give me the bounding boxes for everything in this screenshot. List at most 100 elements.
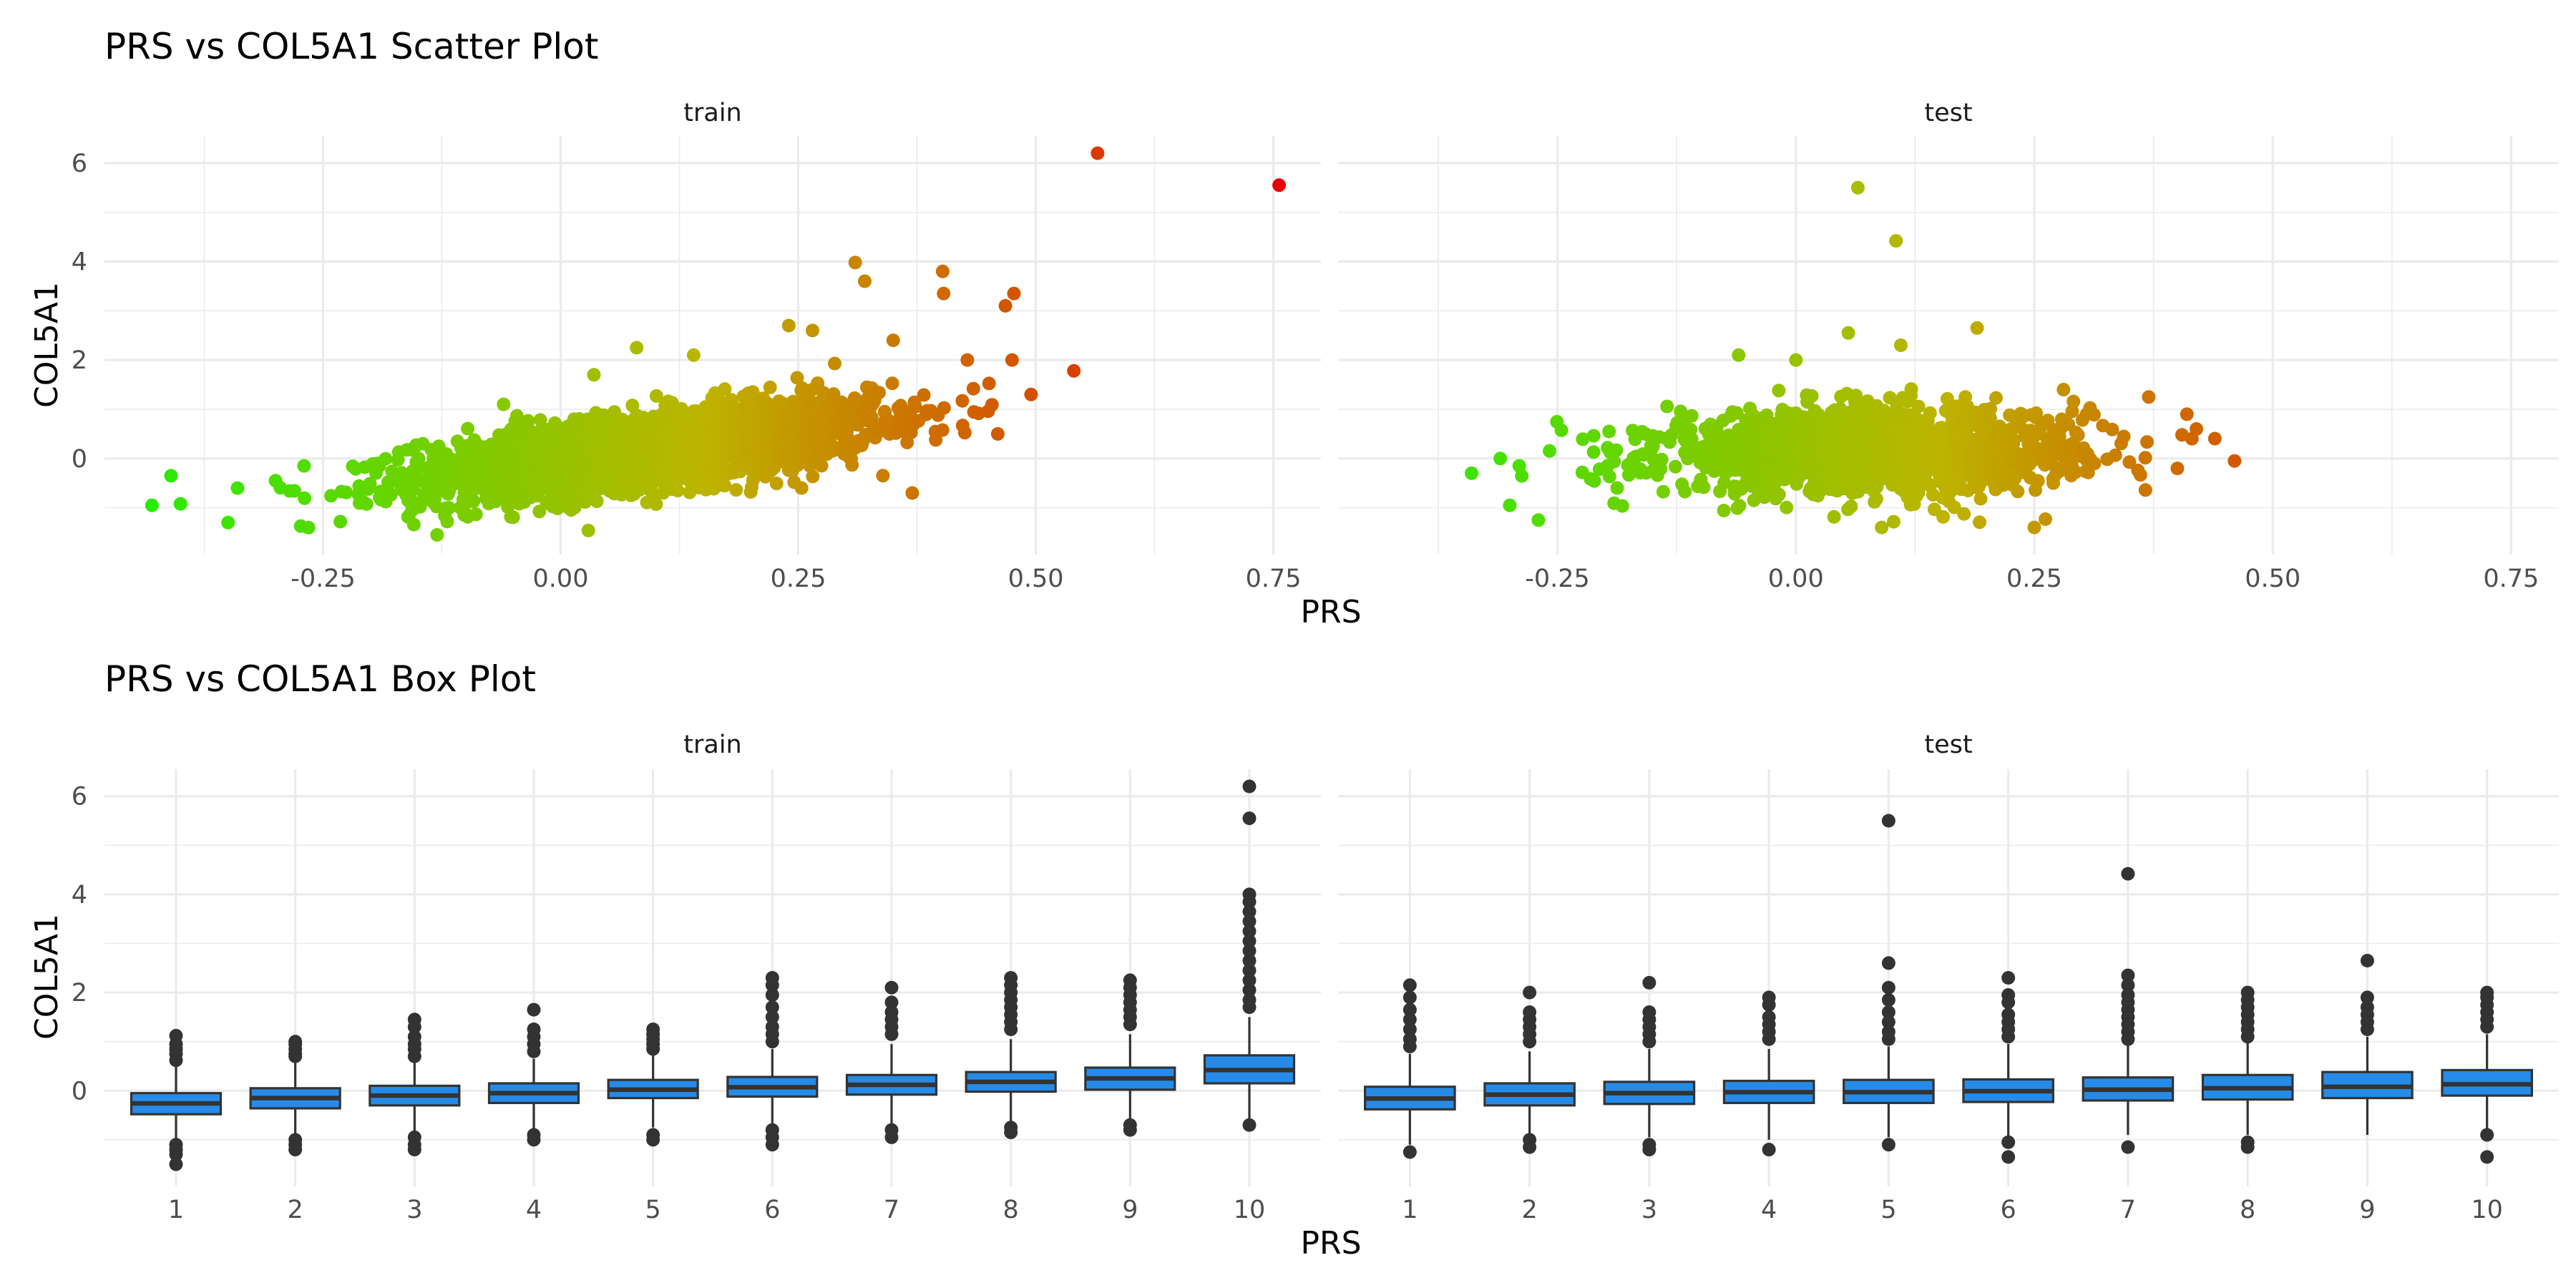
scatter-point <box>461 421 475 436</box>
box-outlier <box>2001 1030 2016 1044</box>
box-outlier <box>1242 811 1257 826</box>
scatter-point <box>1875 520 1889 535</box>
scatter-point <box>469 507 483 522</box>
scatter-point <box>509 409 524 423</box>
scatter-chart: PRS vs COL5A1 Scatter Plot train test -0… <box>29 26 2559 630</box>
x-tick-label: 0.25 <box>771 565 826 593</box>
scatter-point <box>966 381 980 396</box>
scatter-point <box>1772 384 1786 398</box>
box-outlier <box>2240 1030 2255 1044</box>
scatter-point <box>2133 468 2147 482</box>
box-outlier <box>1762 1032 1776 1046</box>
scatter-point <box>1989 391 2003 405</box>
scatter-point <box>729 483 743 497</box>
scatter-point <box>1465 466 1479 480</box>
box-outlier <box>1242 1000 1257 1015</box>
scatter-point <box>587 368 601 382</box>
scatter-point <box>814 459 829 473</box>
box-grid-train <box>104 769 1321 1186</box>
scatter-point <box>2170 462 2185 476</box>
box-6 <box>726 971 819 1152</box>
box-outlier <box>1123 1123 1137 1137</box>
scatter-point <box>1841 326 1855 340</box>
box-outlier <box>2360 1023 2374 1037</box>
x-tick-label: 1 <box>168 1196 184 1224</box>
box-1 <box>130 1028 223 1171</box>
box-outlier <box>1642 1143 1657 1157</box>
scatter-point <box>1272 178 1287 192</box>
scatter-point <box>173 497 187 511</box>
box-x-ticks-train: 1 2 3 4 5 6 7 8 9 10 <box>168 1196 1265 1224</box>
scatter-point <box>718 479 732 493</box>
box-outlier <box>884 980 899 995</box>
scatter-point <box>363 477 377 491</box>
box-outlier <box>407 1143 421 1157</box>
box-outlier <box>407 1049 421 1063</box>
scatter-strip-test: test <box>1924 99 1972 127</box>
scatter-point <box>1849 389 1863 403</box>
scatter-point <box>2105 422 2119 436</box>
box-7 <box>845 980 938 1144</box>
box-outlier <box>2480 1020 2494 1034</box>
scatter-point <box>985 398 999 412</box>
y-tick-label: 2 <box>72 979 87 1008</box>
scatter-point <box>872 386 886 400</box>
x-tick-label: 10 <box>1234 1196 1266 1224</box>
scatter-point <box>1732 348 1746 362</box>
x-tick-label: 9 <box>1122 1196 1138 1224</box>
scatter-point <box>297 459 311 473</box>
scatter-point <box>2180 407 2194 421</box>
box-outlier <box>288 1143 303 1157</box>
scatter-point <box>2027 520 2041 535</box>
box-strip-train: train <box>683 731 741 759</box>
x-tick-label: 3 <box>406 1196 422 1224</box>
box-outlier <box>765 988 779 1002</box>
y-tick-label: 0 <box>72 445 87 474</box>
box-y-ticks: 0 2 4 6 <box>72 783 87 1106</box>
box-outlier <box>2121 867 2135 881</box>
x-tick-label: 0.50 <box>1008 565 1064 593</box>
scatter-point <box>1609 443 1624 457</box>
scatter-point <box>324 489 338 503</box>
y-tick-label: 4 <box>72 881 87 909</box>
scatter-point <box>379 452 393 466</box>
scatter-point <box>298 491 312 505</box>
scatter-point <box>816 386 831 400</box>
box-outlier <box>1242 1118 1257 1132</box>
box-grid-test <box>1338 769 2559 1186</box>
box-outlier <box>2001 971 2016 985</box>
scatter-point <box>790 371 804 385</box>
scatter-point <box>1007 286 1021 301</box>
scatter-point <box>581 523 595 537</box>
scatter-point <box>1732 499 1747 513</box>
box-outlier <box>1402 978 1417 992</box>
box-outlier <box>2480 1150 2494 1164</box>
scatter-point <box>2140 435 2154 449</box>
scatter-point <box>2067 394 2081 409</box>
scatter-point <box>2190 422 2203 436</box>
scatter-point <box>1772 487 1786 502</box>
x-tick-label: 0.00 <box>533 565 589 593</box>
scatter-point <box>2087 457 2102 471</box>
scatter-points-test <box>1465 180 2242 535</box>
box-outlier <box>2121 1032 2135 1046</box>
scatter-point <box>1586 445 1601 459</box>
scatter-point <box>1610 481 1624 495</box>
scatter-point <box>2207 431 2222 446</box>
scatter-point <box>885 376 899 391</box>
scatter-point <box>1531 513 1546 527</box>
x-tick-label: 0.00 <box>1768 565 1824 593</box>
scatter-point <box>2228 454 2242 468</box>
box-outlier <box>2121 1140 2135 1154</box>
box-outlier <box>1523 1140 1537 1154</box>
scatter-strip-train: train <box>683 99 741 127</box>
scatter-point <box>2087 408 2101 422</box>
scatter-point <box>1005 353 1019 367</box>
scatter-point <box>630 341 644 355</box>
x-tick-label: 8 <box>1003 1196 1019 1224</box>
scatter-point <box>858 274 872 288</box>
y-tick-label: 2 <box>72 346 87 375</box>
box-outlier <box>2001 995 2016 1010</box>
scatter-point <box>937 286 951 301</box>
